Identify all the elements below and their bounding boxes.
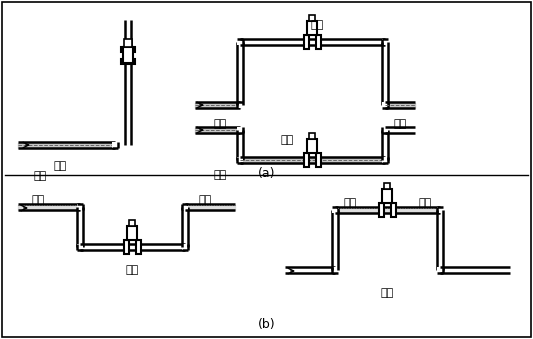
Text: (a): (a) xyxy=(259,167,276,180)
Bar xyxy=(382,39,388,45)
Text: 液体: 液体 xyxy=(34,171,46,181)
Bar xyxy=(135,240,141,254)
Bar xyxy=(77,204,83,210)
Bar xyxy=(309,15,315,21)
Bar xyxy=(124,240,128,254)
Bar xyxy=(384,183,390,189)
Bar xyxy=(237,39,243,45)
Bar xyxy=(127,226,137,240)
Bar xyxy=(182,204,188,210)
Bar xyxy=(307,139,317,153)
Bar xyxy=(237,127,243,133)
Bar xyxy=(382,189,392,203)
Bar xyxy=(309,133,315,139)
Text: 气泡: 气泡 xyxy=(343,198,357,208)
Bar xyxy=(112,142,118,148)
Bar xyxy=(77,244,83,250)
Bar xyxy=(391,203,395,217)
Text: 液体: 液体 xyxy=(393,119,407,129)
Text: 气泡: 气泡 xyxy=(31,195,45,205)
Bar xyxy=(332,267,338,273)
Bar xyxy=(237,157,243,163)
Text: 液体: 液体 xyxy=(213,170,227,180)
Bar xyxy=(307,21,317,35)
Bar xyxy=(182,244,188,250)
Bar xyxy=(121,59,135,63)
Bar xyxy=(237,102,243,108)
Text: (b): (b) xyxy=(258,318,276,331)
Bar xyxy=(437,267,443,273)
Bar xyxy=(437,207,443,213)
Bar xyxy=(382,127,388,133)
Bar xyxy=(382,157,388,163)
Bar xyxy=(123,47,133,63)
Bar xyxy=(303,153,309,167)
Text: 错误: 错误 xyxy=(381,288,394,298)
Bar xyxy=(382,102,388,108)
Bar xyxy=(129,220,135,226)
Bar xyxy=(124,39,132,47)
Text: 正确: 正确 xyxy=(310,20,324,30)
Bar xyxy=(316,153,320,167)
Bar xyxy=(316,35,320,49)
Text: 气泡: 气泡 xyxy=(418,198,432,208)
Bar xyxy=(332,207,338,213)
Bar xyxy=(378,203,384,217)
Text: 气泡: 气泡 xyxy=(198,195,212,205)
Bar xyxy=(121,46,135,52)
Text: 液体: 液体 xyxy=(213,119,227,129)
Text: 正确: 正确 xyxy=(53,161,67,171)
Text: 正确: 正确 xyxy=(125,265,139,275)
Bar xyxy=(303,35,309,49)
Text: 错误: 错误 xyxy=(280,135,294,145)
